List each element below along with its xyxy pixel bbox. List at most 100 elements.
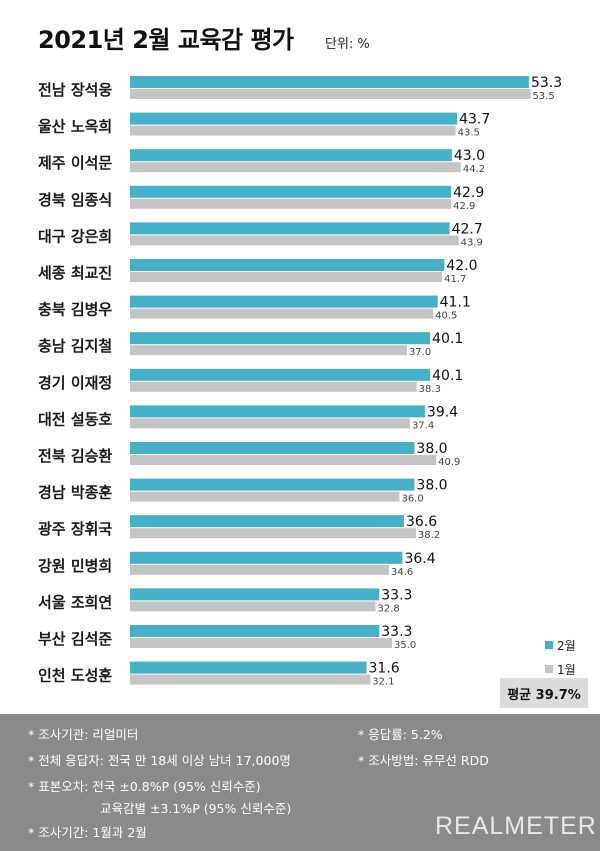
category-label: 충북 김병우: [38, 301, 112, 319]
bar-feb: [130, 368, 431, 381]
value-label-feb: 31.6: [369, 661, 400, 677]
value-label-feb: 41.1: [440, 295, 471, 311]
value-label-jan: 34.6: [391, 567, 413, 578]
bar-jan: [130, 638, 392, 648]
category-label: 대구 강은희: [38, 227, 112, 245]
bar-feb: [130, 222, 450, 235]
value-label-feb: 40.1: [432, 368, 463, 384]
category-label: 인천 도성훈: [38, 667, 112, 685]
footer-response-rate: * 응답률: 5.2%: [358, 727, 443, 742]
value-label-jan: 35.0: [394, 640, 416, 651]
category-label: 부산 김석준: [38, 630, 112, 648]
category-label: 경북 임종식: [38, 191, 112, 209]
value-label-jan: 41.7: [444, 274, 466, 285]
value-label-feb: 36.4: [404, 551, 435, 567]
category-label: 경기 이재정: [38, 374, 112, 392]
unit-label: 단위: %: [325, 37, 370, 52]
value-label-feb: 33.3: [381, 624, 412, 640]
bar-feb: [130, 76, 529, 88]
bar-jan: [130, 455, 437, 465]
bar-jan: [130, 418, 410, 429]
footer-period: * 조사기간: 1월과 2월: [28, 825, 147, 840]
value-label-feb: 36.6: [406, 514, 437, 530]
category-label: 울산 노옥희: [38, 118, 112, 136]
value-label-feb: 53.3: [531, 75, 562, 91]
value-label-feb: 43.0: [454, 148, 485, 164]
value-label-feb: 38.0: [416, 478, 447, 494]
category-label: 전북 김승환: [38, 447, 112, 465]
bar-jan: [130, 674, 371, 685]
value-label-feb: 40.1: [432, 331, 463, 347]
bar-jan: [130, 528, 416, 539]
category-label: 대전 설동호: [38, 410, 112, 428]
footer-respondents: * 전체 응답자: 전국 만 18세 이상 남녀 17,000명: [28, 753, 291, 768]
bar-jan: [130, 564, 389, 575]
bar-feb: [130, 112, 458, 125]
value-label-jan: 42.9: [453, 201, 475, 212]
value-label-feb: 43.7: [459, 112, 490, 128]
legend-label-jan: 1월: [557, 662, 576, 677]
value-label-jan: 36.0: [401, 494, 423, 505]
value-label-feb: 42.9: [453, 185, 484, 201]
bar-feb: [130, 588, 380, 601]
bar-feb: [130, 405, 425, 418]
legend-label-feb: 2월: [557, 638, 576, 653]
value-label-jan: 43.5: [458, 128, 480, 139]
category-label: 전남 장석웅: [38, 81, 112, 99]
average-badge: 평균 39.7%: [500, 678, 588, 708]
footer-error-national: * 표본오차: 전국 ±0.8%P (95% 신뢰수준): [28, 779, 261, 794]
bar-feb: [130, 295, 438, 308]
value-label-jan: 37.4: [412, 420, 434, 431]
legend-swatch-feb: [545, 641, 553, 649]
bar-jan: [130, 162, 461, 173]
category-label: 경남 박종훈: [38, 484, 112, 502]
realmeter-logo: REALMETER: [435, 812, 597, 840]
bar-feb: [130, 332, 431, 345]
value-label-feb: 42.7: [452, 221, 483, 237]
value-label-jan: 32.8: [378, 603, 400, 614]
category-label: 광주 장휘국: [38, 520, 112, 538]
bar-jan: [130, 345, 407, 356]
value-label-jan: 44.2: [463, 164, 485, 175]
bar-jan: [130, 89, 531, 99]
bar-feb: [130, 551, 403, 564]
bar-feb: [130, 259, 445, 271]
bar-feb: [130, 625, 380, 637]
category-label: 강원 민병희: [38, 557, 112, 575]
value-label-jan: 32.1: [372, 677, 394, 688]
bar-feb: [130, 149, 452, 162]
chart-title: 2021년 2월 교육감 평가: [38, 26, 294, 54]
category-label: 서울 조희연: [38, 593, 112, 611]
value-label-jan: 40.9: [438, 457, 460, 468]
bar-jan: [130, 491, 400, 502]
bar-jan: [130, 272, 443, 282]
bar-feb: [130, 185, 452, 198]
bar-feb: [130, 478, 415, 491]
value-label-feb: 38.0: [416, 441, 447, 457]
category-label: 충남 김지철: [38, 337, 112, 355]
value-label-feb: 42.0: [446, 258, 477, 274]
bar-jan: [130, 308, 434, 319]
bar-jan: [130, 125, 456, 136]
bar-jan: [130, 381, 417, 392]
value-label-jan: 53.5: [532, 91, 554, 102]
bar-jan: [130, 198, 452, 209]
category-label: 제주 이석문: [38, 154, 112, 172]
value-label-feb: 39.4: [427, 404, 458, 420]
bar-jan: [130, 601, 376, 612]
value-label-jan: 43.9: [461, 237, 483, 248]
legend-item-jan: 1월: [545, 657, 576, 681]
footer-agency: * 조사기관: 리얼미터: [28, 727, 139, 742]
legend-item-feb: 2월: [545, 633, 576, 657]
value-label-jan: 37.0: [409, 347, 431, 358]
bar-chart: 전남 장석웅 53.353.5 울산 노옥희 43.743.5 제주 이석문 43.044…: [38, 75, 562, 688]
value-label-jan: 38.3: [419, 384, 441, 395]
bar-feb: [130, 442, 415, 454]
legend: 2월 1월: [545, 633, 576, 681]
value-label-jan: 38.2: [418, 530, 440, 541]
survey-info-footer: * 조사기관: 리얼미터 * 응답률: 5.2% * 전체 응답자: 전국 만 …: [0, 714, 600, 851]
bar-jan: [130, 235, 459, 246]
legend-swatch-jan: [545, 665, 553, 673]
bar-feb: [130, 661, 367, 674]
value-label-feb: 33.3: [381, 587, 412, 603]
